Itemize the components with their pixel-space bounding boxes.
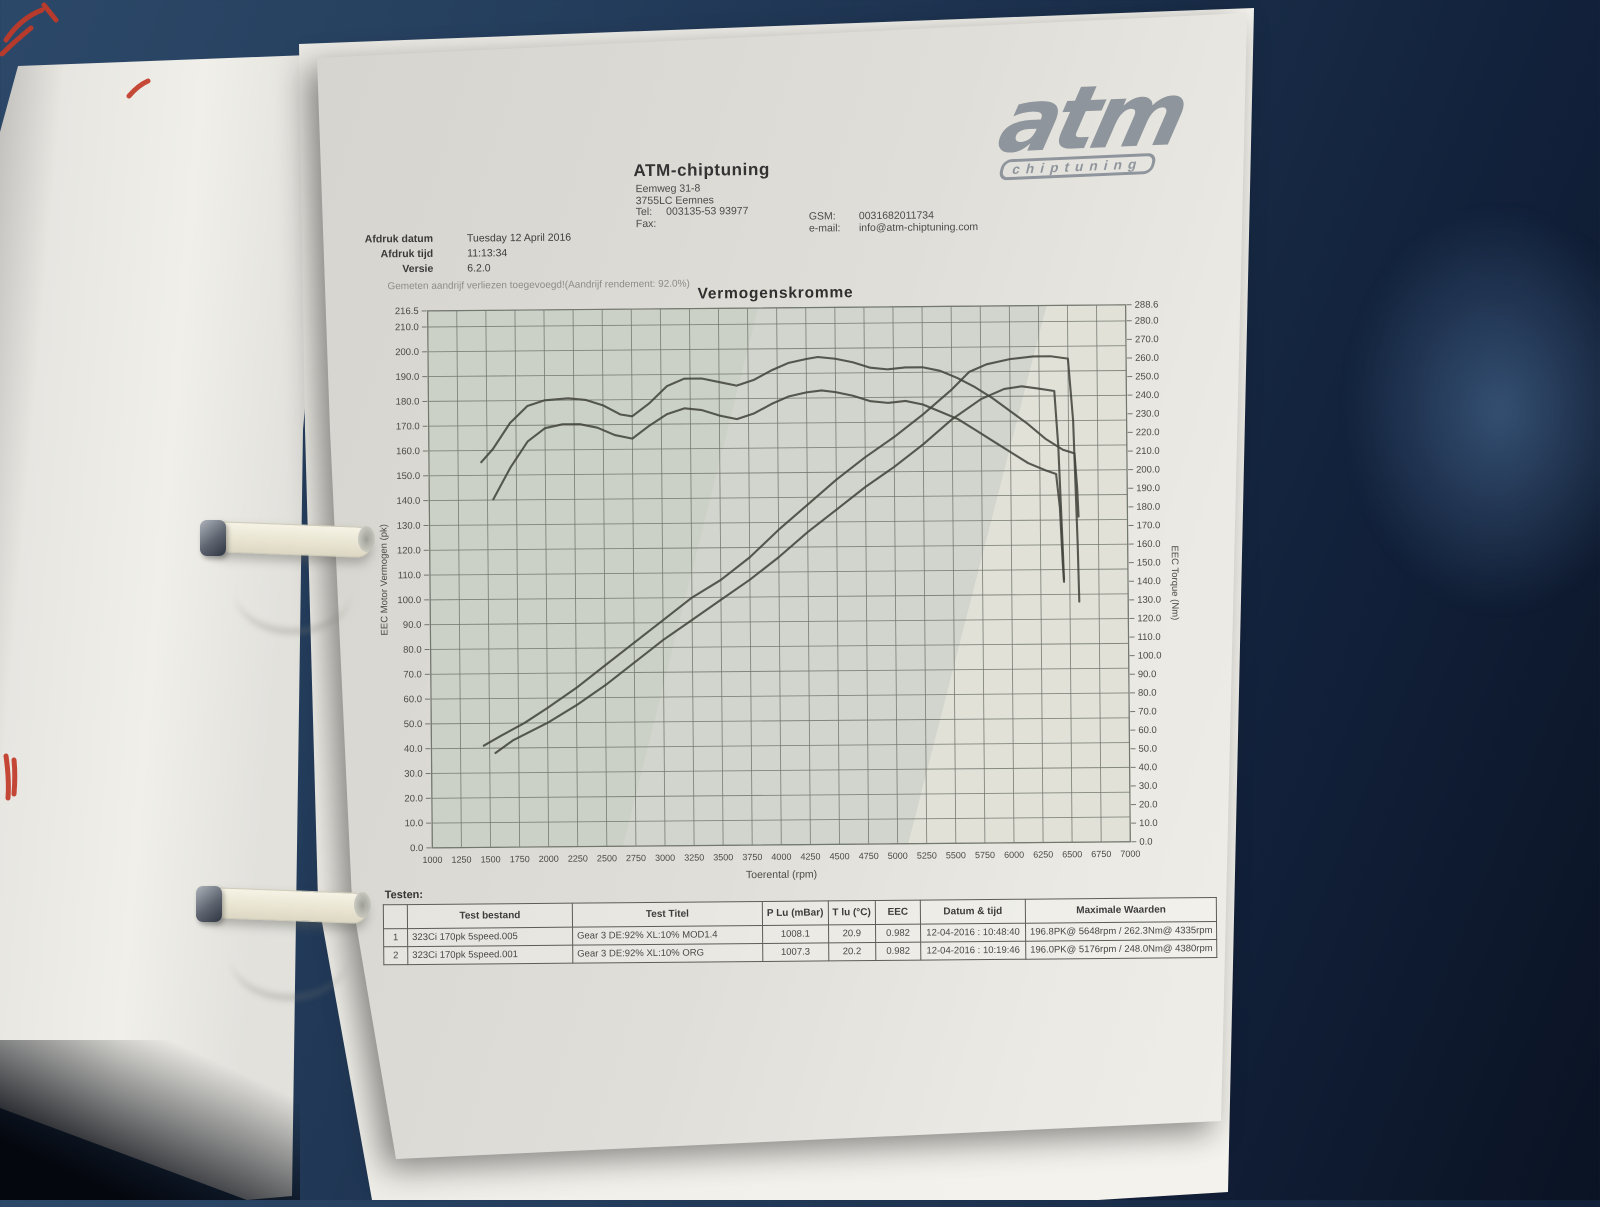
red-pen-marks: [0, 0, 1600, 1200]
photo-of-dyno-report: { "photo": { "background_color": "#1a2e4…: [0, 0, 1600, 1200]
